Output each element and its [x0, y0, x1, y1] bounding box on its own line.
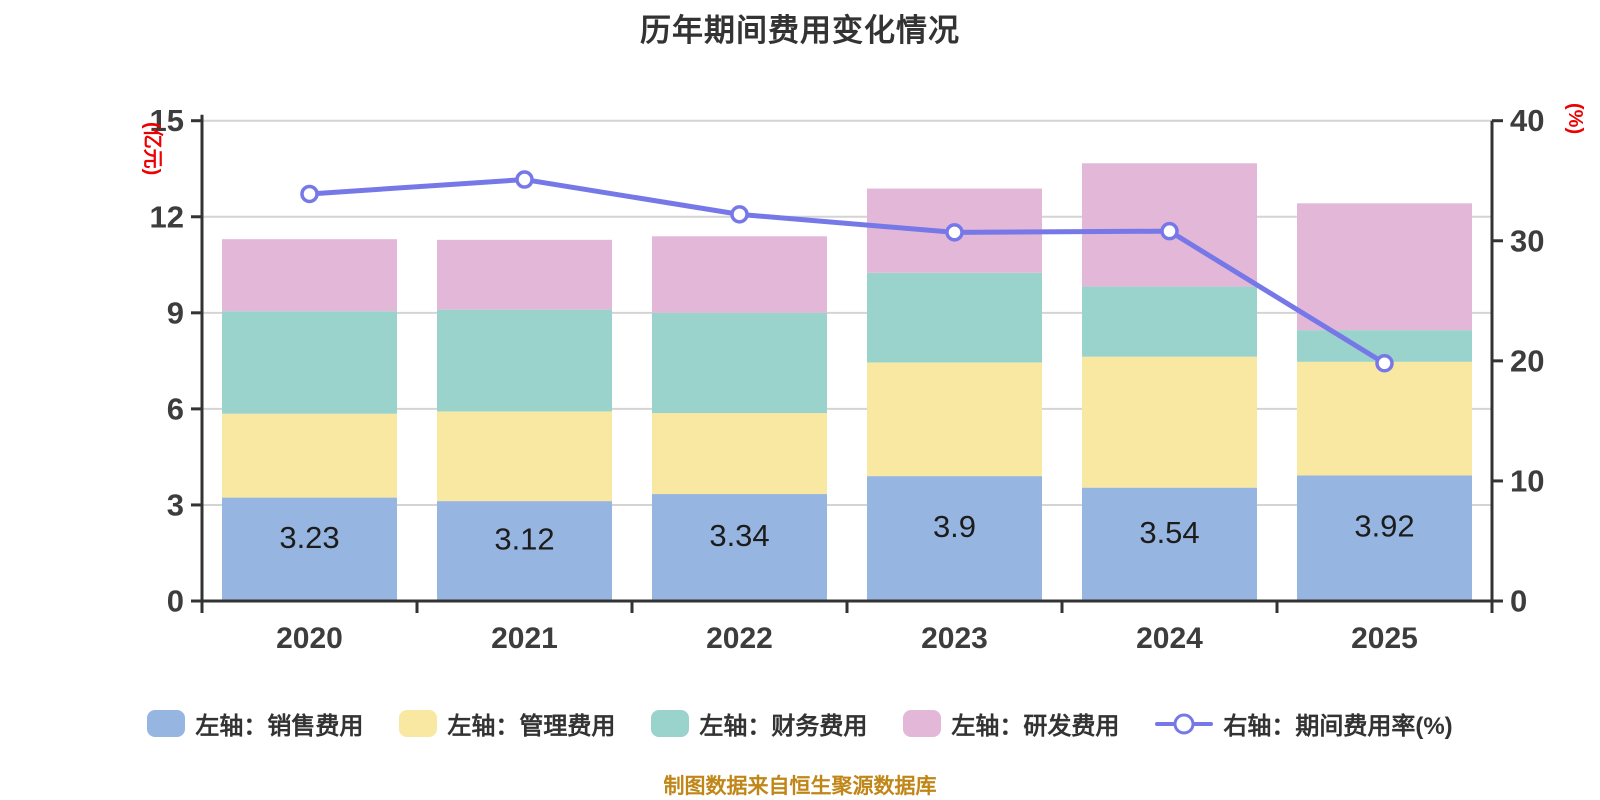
legend-swatch-sales [147, 710, 186, 737]
y2-axis-label-10: 10 [1510, 463, 1544, 498]
left-axis-unit-label: (亿元) [141, 122, 165, 175]
bar-2025-admin[interactable] [1297, 361, 1472, 476]
bar-2020-finance[interactable] [222, 311, 397, 414]
bar-2020-sales[interactable] [222, 497, 397, 601]
bar-2025-sales[interactable] [1297, 475, 1472, 601]
expense-ratio-point-2022[interactable] [730, 205, 749, 224]
legend-item-admin[interactable]: 左轴：管理费用 [399, 706, 615, 741]
y-axis-label-3: 3 [167, 487, 184, 522]
bar-2021-sales[interactable] [437, 501, 612, 601]
legend-label-rd: 左轴：研发费用 [951, 713, 1120, 740]
legend-item-rd[interactable]: 左轴：研发费用 [903, 706, 1119, 741]
x-axis-label-2023: 2023 [921, 622, 988, 655]
bar-2020-rd[interactable] [222, 239, 397, 312]
bar-value-label-2022: 3.34 [709, 518, 769, 553]
chart-title: 历年期间费用变化情况 [640, 13, 960, 48]
legend-item-finance[interactable]: 左轴：财务费用 [651, 706, 867, 741]
expense-ratio-point-2020[interactable] [300, 184, 319, 204]
bar-value-label-2024: 3.54 [1139, 515, 1199, 550]
x-axis-label-2025: 2025 [1351, 622, 1418, 655]
bar-2022-finance[interactable] [652, 312, 827, 414]
legend-item-expense-ratio[interactable]: 右轴：期间费用率(%) [1155, 706, 1453, 741]
y2-axis-label-20: 20 [1510, 343, 1544, 378]
bar-value-label-2020: 3.23 [279, 520, 339, 555]
expense-ratio-point-2023[interactable] [945, 223, 964, 242]
x-axis-label-2020: 2020 [276, 622, 343, 655]
bar-2021-finance[interactable] [437, 309, 612, 412]
bar-2022-admin[interactable] [652, 413, 827, 495]
bar-2022-rd[interactable] [652, 236, 827, 313]
plot-area: 3.23 3.12 3.34 3.9 3.54 3.92 0 3 6 9 12 15 0 10 20 30 40… [141, 103, 1586, 655]
bar-2023-finance[interactable] [867, 272, 1042, 363]
expense-ratio-point-2021[interactable] [515, 170, 534, 189]
expense-ratio-point-2025[interactable] [1375, 354, 1394, 373]
legend-swatch-rd [903, 710, 942, 737]
bar-2022-sales[interactable] [652, 494, 827, 601]
bar-value-label-2021: 3.12 [494, 522, 554, 557]
bar-2023-sales[interactable] [867, 476, 1042, 601]
bar-2024-sales[interactable] [1082, 487, 1257, 601]
bar-2024-admin[interactable] [1082, 356, 1257, 488]
bar-2021-rd[interactable] [437, 239, 612, 310]
right-axis-unit-label: (%) [1564, 103, 1586, 134]
y-axis-label-15: 15 [150, 103, 184, 138]
bar-2025-rd[interactable] [1297, 203, 1472, 331]
legend-label-finance: 左轴：财务费用 [699, 713, 868, 740]
x-axis-label-2022: 2022 [706, 622, 773, 655]
bar-2023-admin[interactable] [867, 362, 1042, 477]
bar-value-label-2025: 3.92 [1354, 509, 1414, 544]
bar-2020-admin[interactable] [222, 413, 397, 498]
legend-label-expense-ratio: 右轴：期间费用率(%) [1223, 713, 1453, 740]
legend-label-admin: 左轴：管理费用 [447, 713, 616, 740]
bar-2024-finance[interactable] [1082, 286, 1257, 357]
legend-item-sales[interactable]: 左轴：销售费用 [147, 706, 363, 741]
legend-line-marker [1155, 711, 1214, 737]
legend: 左轴：销售费用 左轴：管理费用 左轴：财务费用 左轴：研发费用 右轴：期间费用率(%) [0, 706, 1600, 741]
y-axis-label-6: 6 [167, 391, 184, 426]
expense-ratio-line [307, 177, 1387, 366]
x-axis-label-2024: 2024 [1136, 622, 1203, 655]
x-axis-label-2021: 2021 [491, 622, 558, 655]
y-axis-label-9: 9 [167, 295, 184, 330]
y-axis-label-0: 0 [167, 584, 184, 619]
y2-axis-label-40: 40 [1510, 103, 1544, 138]
legend-swatch-finance [651, 710, 690, 737]
y2-axis-label-0: 0 [1510, 584, 1527, 619]
expense-ratio-point-2024[interactable] [1160, 221, 1179, 241]
bar-2021-admin[interactable] [437, 411, 612, 502]
y2-axis-label-30: 30 [1510, 223, 1544, 258]
y-axis-label-12: 12 [150, 199, 184, 234]
legend-swatch-admin [399, 710, 438, 737]
legend-label-sales: 左轴：销售费用 [195, 713, 364, 740]
source-note: 制图数据来自恒生聚源数据库 [663, 775, 937, 798]
bar-value-label-2023: 3.9 [933, 509, 976, 544]
